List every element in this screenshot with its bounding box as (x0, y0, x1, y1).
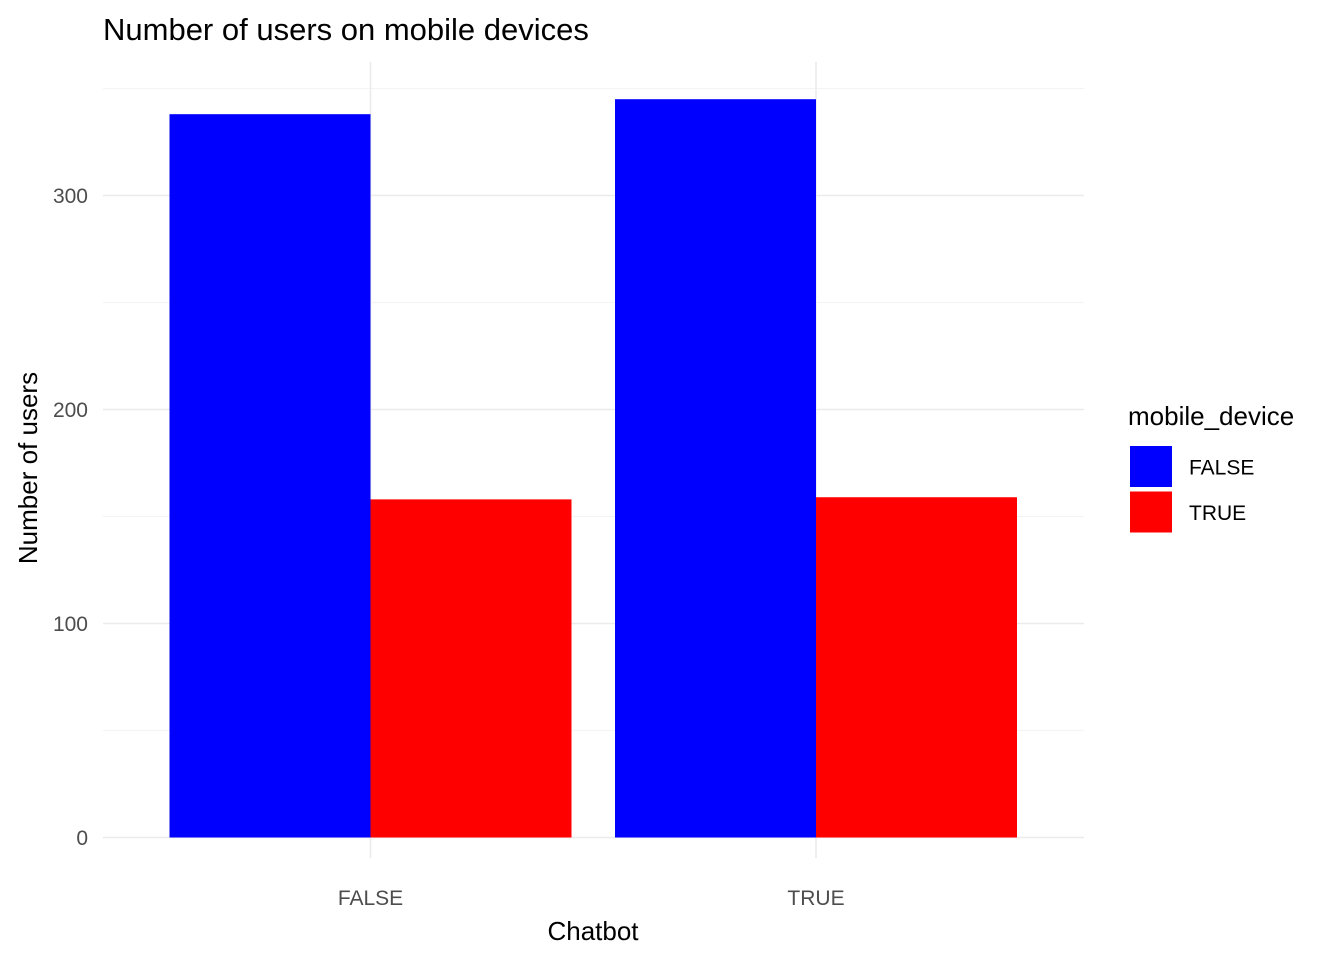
legend-key-true (1130, 491, 1172, 533)
y-tick-label: 300 (53, 185, 88, 208)
legend-label-false: FALSE (1189, 457, 1254, 480)
y-axis-title: Number of users (13, 372, 43, 564)
legend-label-true: TRUE (1189, 502, 1246, 525)
legend-key-false (1130, 446, 1172, 487)
bar-false-true (370, 499, 572, 838)
bar-true-true (816, 497, 1017, 838)
x-axis-title: Chatbot (547, 916, 639, 946)
y-tick-label: 0 (76, 827, 88, 850)
legend-items: FALSE TRUE (1130, 446, 1254, 533)
y-tick-label: 100 (53, 613, 88, 636)
y-tick-label: 200 (53, 399, 88, 422)
x-tick-label: FALSE (338, 887, 403, 910)
bars (169, 99, 1017, 838)
bar-true-false (615, 99, 816, 838)
chart-title: Number of users on mobile devices (103, 12, 589, 47)
y-tick-labels: 0 100 200 300 (53, 185, 88, 850)
bar-false-false (169, 114, 371, 838)
legend: mobile_device FALSE TRUE (1128, 401, 1294, 533)
x-tick-label: TRUE (787, 887, 844, 910)
legend-title: mobile_device (1128, 401, 1294, 431)
x-tick-labels: FALSE TRUE (338, 887, 845, 910)
